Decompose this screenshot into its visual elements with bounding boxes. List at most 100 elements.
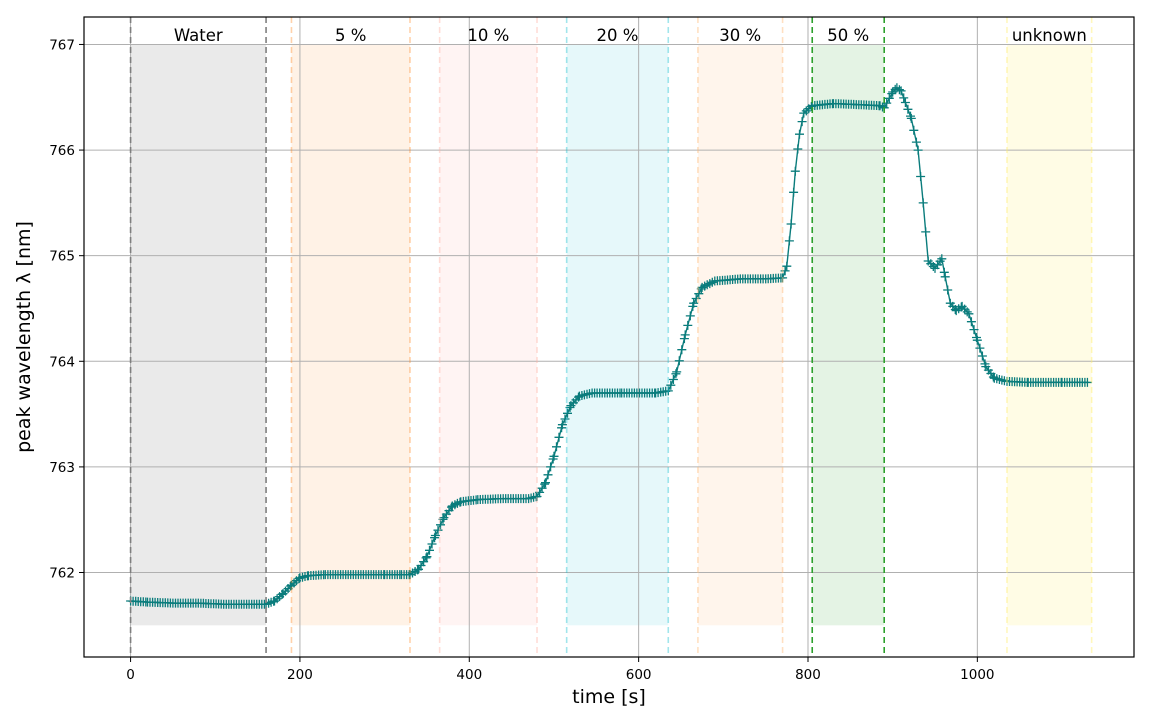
data-point <box>563 408 572 418</box>
y-tick-label: 764 <box>49 354 75 370</box>
band-label-water: Water <box>174 26 223 45</box>
data-point <box>433 525 443 535</box>
y-axis-label: peak wavelength λ [nm] <box>13 221 35 453</box>
data-point <box>939 267 949 277</box>
data-point <box>421 553 431 563</box>
data-point <box>427 539 437 549</box>
data-point <box>782 261 792 271</box>
data-point <box>790 166 800 176</box>
data-point <box>778 273 788 283</box>
data-point <box>540 479 550 489</box>
data-point <box>674 356 684 366</box>
y-tick-label: 765 <box>49 249 75 265</box>
data-point <box>962 307 972 317</box>
data-point <box>896 86 906 96</box>
data-point <box>972 335 982 345</box>
plot-frame <box>83 16 1135 658</box>
data-point <box>975 343 985 353</box>
x-tick-label: 1000 <box>960 667 994 683</box>
data-point <box>680 330 690 340</box>
data-point <box>969 325 979 335</box>
data-point <box>425 545 434 555</box>
data-point <box>911 137 921 147</box>
band-20 <box>566 44 669 626</box>
data-point <box>672 367 682 377</box>
data-point <box>430 531 440 540</box>
y-tick-label: 763 <box>49 460 75 476</box>
data-point <box>943 285 953 295</box>
band-label-30: 30 % <box>719 26 761 45</box>
data-point <box>916 172 926 181</box>
data-point <box>918 198 928 208</box>
data-point <box>903 104 913 114</box>
band-lines-layer <box>129 17 1093 657</box>
data-point <box>780 266 790 276</box>
x-tick-label: 0 <box>126 667 135 683</box>
data-point <box>543 470 553 480</box>
labels-layer: time [s] peak wavelength λ [nm] Water 5 %… <box>13 26 1087 708</box>
x-tick-label: 600 <box>626 667 652 683</box>
data-point <box>668 375 678 384</box>
data-point <box>666 380 676 390</box>
data-point <box>557 420 567 430</box>
data-point <box>438 514 448 524</box>
data-point <box>436 520 445 530</box>
band-water <box>130 44 267 626</box>
data-point <box>795 129 804 139</box>
band-10 <box>439 44 538 626</box>
bands-layer <box>130 44 1092 626</box>
band-label-5: 5 % <box>335 26 366 45</box>
data-point <box>977 351 987 361</box>
data-point <box>549 451 559 461</box>
band-50 <box>812 44 885 626</box>
data-point <box>689 298 699 308</box>
series-markers <box>126 83 1092 609</box>
ticks-layer: 0 200 400 600 800 1000 762 763 764 765 766 767 <box>49 37 994 683</box>
data-point <box>546 462 556 472</box>
data-point <box>899 93 909 103</box>
data-point <box>541 478 550 488</box>
data-point <box>685 311 695 321</box>
x-axis-label: time [s] <box>572 686 646 708</box>
data-point <box>663 386 673 396</box>
data-point <box>966 317 976 327</box>
data-point <box>884 93 894 103</box>
data-point <box>671 369 681 379</box>
data-point <box>784 236 794 246</box>
data-point <box>906 111 915 121</box>
data-point <box>894 85 904 95</box>
y-tick-label: 767 <box>49 37 75 53</box>
data-point <box>1082 377 1092 387</box>
data-point <box>560 414 570 424</box>
data-point <box>900 98 910 107</box>
data-point <box>940 272 950 282</box>
band-label-20: 20 % <box>597 26 639 45</box>
data-point <box>913 145 923 155</box>
band-unknown <box>1006 44 1092 626</box>
band-label-50: 50 % <box>827 26 869 45</box>
data-point <box>694 289 704 299</box>
data-point <box>691 294 701 303</box>
data-point <box>928 262 938 271</box>
data-point <box>677 345 687 355</box>
data-point <box>906 113 916 123</box>
data-point <box>565 403 575 412</box>
data-point <box>797 117 807 127</box>
data-point <box>878 102 887 112</box>
data-point <box>793 144 803 154</box>
data-point <box>679 334 689 344</box>
data-point <box>683 320 693 330</box>
data-point <box>937 254 947 264</box>
data-point <box>882 98 892 108</box>
data-point <box>554 432 564 442</box>
x-tick-label: 400 <box>456 667 482 683</box>
x-tick-label: 800 <box>795 667 821 683</box>
data-point <box>789 187 799 197</box>
band-30 <box>697 44 783 626</box>
y-tick-label: 762 <box>49 566 75 582</box>
x-tick-label: 200 <box>287 667 313 683</box>
band-label-10: 10 % <box>467 26 509 45</box>
data-point <box>430 533 440 543</box>
data-point <box>552 442 561 452</box>
